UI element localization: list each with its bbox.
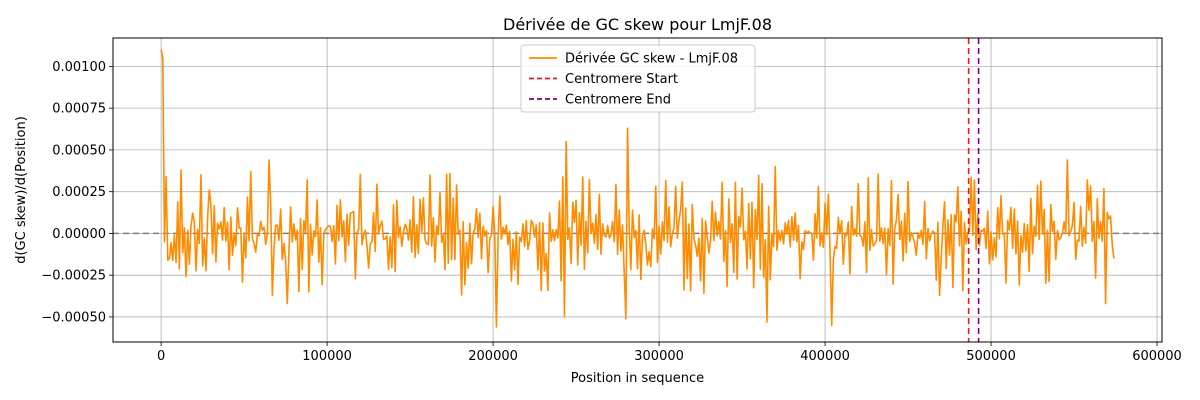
centromere-lines	[967, 38, 980, 342]
chart-title: Dérivée de GC skew pour LmjF.08	[503, 15, 772, 34]
x-tick-label: 0	[157, 349, 165, 364]
legend-label: Centromere Start	[565, 72, 678, 87]
legend-box	[520, 44, 756, 113]
y-tick-label: 0.00025	[52, 185, 106, 200]
series-line-gc-skew-derivative	[160, 49, 1115, 328]
y-tick-label: 0.00075	[52, 102, 106, 117]
x-axis-ticks: 0 100000 200000 300000 400000 500000 600000	[157, 342, 1182, 364]
x-tick-label: 100000	[302, 349, 352, 364]
legend-label: Dérivée GC skew - LmjF.08	[565, 52, 738, 67]
y-axis-ticks: −0.00050 −0.00025 0.00000 0.00025 0.00050 0.0…	[41, 60, 113, 325]
legend: Dérivée GC skew - LmjF.08 Centromere Star…	[520, 44, 756, 113]
y-tick-label: −0.00025	[41, 269, 106, 284]
y-tick-label: 0.00000	[52, 227, 106, 242]
x-tick-label: 500000	[966, 349, 1016, 364]
y-tick-label: 0.00100	[52, 60, 106, 75]
legend-label: Centromere End	[565, 93, 671, 108]
y-tick-label: −0.00050	[41, 310, 106, 325]
x-tick-label: 200000	[468, 349, 518, 364]
y-axis-label: d(GC skew)/d(Position)	[14, 116, 29, 264]
y-tick-label: 0.00050	[52, 143, 106, 158]
plot-frame	[112, 37, 1163, 343]
x-axis-label: Position in sequence	[571, 371, 704, 386]
x-tick-label: 400000	[800, 349, 850, 364]
x-tick-label: 300000	[634, 349, 684, 364]
x-tick-label: 600000	[1132, 349, 1182, 364]
